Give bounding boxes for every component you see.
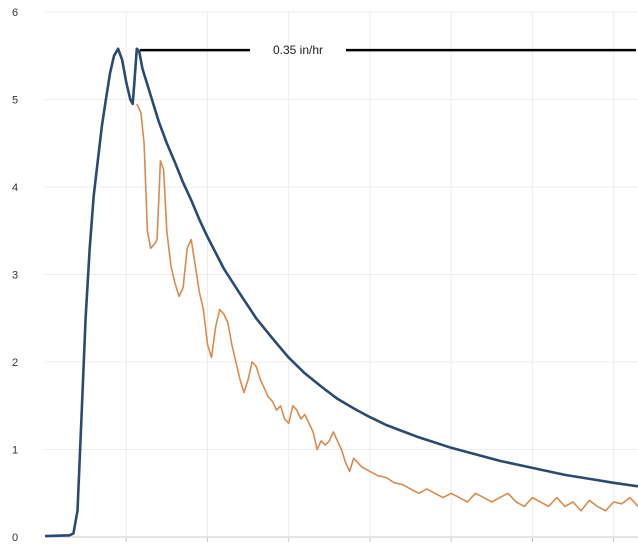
y-tick-label: 1 xyxy=(12,445,18,457)
y-tick-label: 2 xyxy=(12,357,18,369)
y-tick-label: 0 xyxy=(12,532,18,544)
annotation-label: 0.35 in/hr xyxy=(273,43,323,57)
y-tick-label: 4 xyxy=(12,182,18,194)
y-tick-label: 3 xyxy=(12,270,18,282)
series-line-orange xyxy=(136,103,638,512)
series-line-blue xyxy=(44,47,638,538)
rate-annotation: 0.35 in/hr xyxy=(140,43,636,57)
series-lines xyxy=(44,47,638,538)
y-axis-ticks: 0 1 2 3 4 5 6 xyxy=(12,7,18,544)
gridlines xyxy=(45,11,638,542)
y-tick-label: 5 xyxy=(12,95,18,107)
y-tick-label: 6 xyxy=(12,7,18,19)
